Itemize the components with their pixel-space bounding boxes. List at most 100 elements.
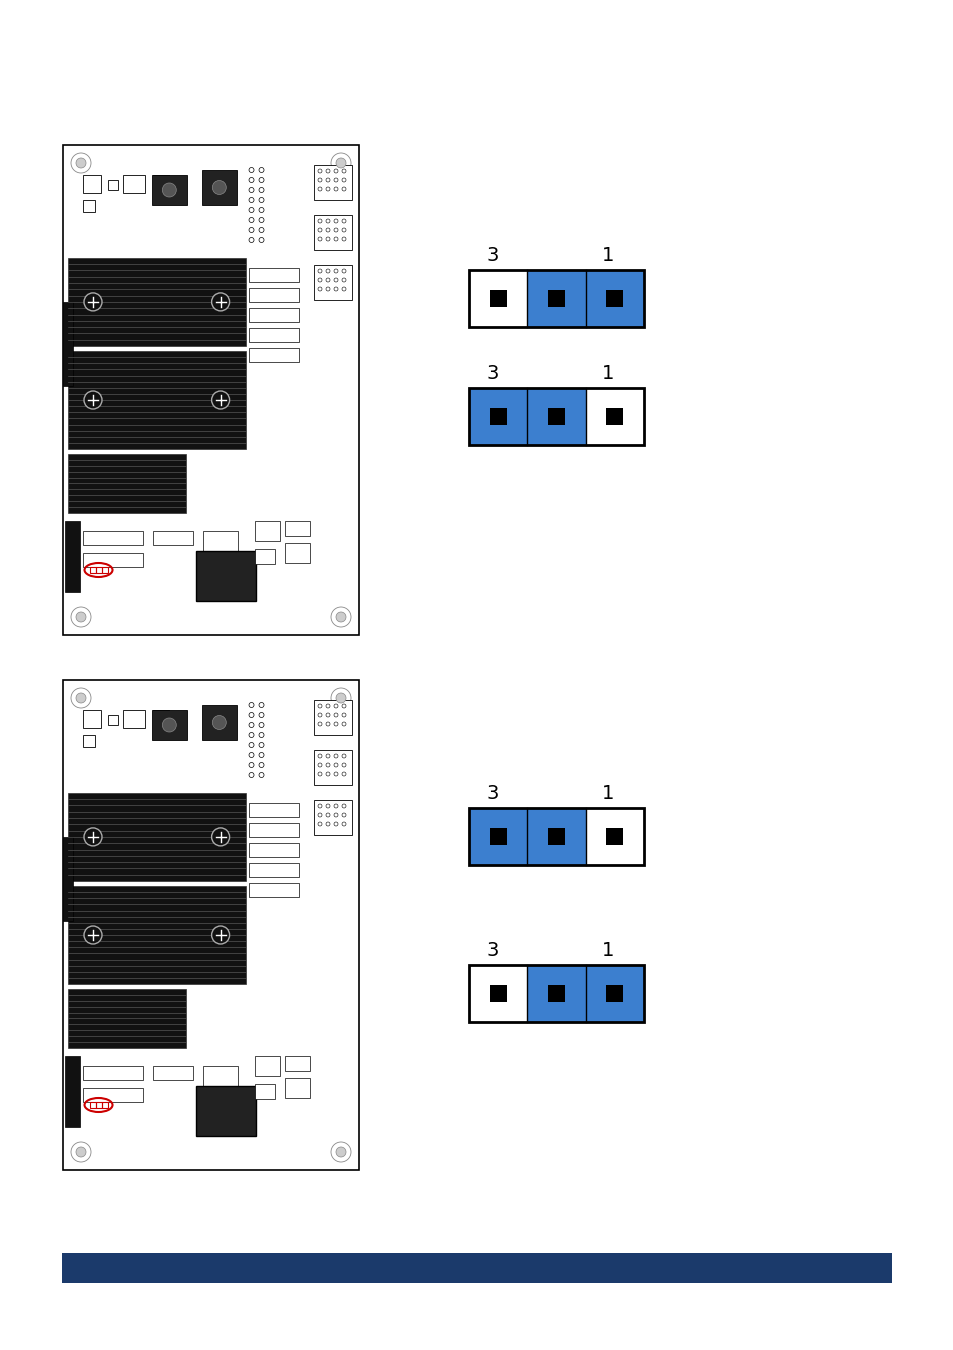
Circle shape (334, 178, 337, 182)
Bar (469, 809, 527, 865)
Bar (108, 716, 118, 725)
Bar (123, 710, 145, 728)
Circle shape (341, 813, 346, 817)
Circle shape (326, 169, 330, 173)
Circle shape (317, 755, 322, 757)
Text: 1: 1 (601, 364, 614, 383)
Circle shape (249, 743, 253, 748)
Bar (585, 270, 643, 327)
Circle shape (84, 392, 102, 409)
Circle shape (341, 288, 346, 292)
Circle shape (317, 228, 322, 232)
Bar (489, 408, 506, 425)
Bar (95, 567, 101, 572)
Circle shape (249, 752, 253, 757)
Circle shape (249, 188, 253, 193)
Bar (250, 863, 299, 876)
Circle shape (249, 702, 253, 707)
Bar (83, 200, 95, 212)
Circle shape (317, 178, 322, 182)
Bar (314, 165, 352, 200)
Circle shape (249, 722, 253, 728)
Circle shape (326, 238, 330, 242)
Bar (68, 258, 245, 346)
Circle shape (76, 158, 86, 167)
Circle shape (334, 822, 337, 826)
Bar (250, 348, 299, 362)
Circle shape (335, 693, 346, 703)
Bar (90, 567, 95, 572)
Circle shape (71, 1142, 91, 1162)
Bar (202, 705, 236, 740)
Circle shape (84, 293, 102, 310)
Circle shape (84, 828, 102, 846)
Bar (68, 792, 245, 882)
Text: 3: 3 (486, 364, 498, 383)
Bar (68, 454, 186, 513)
Bar (606, 290, 622, 306)
Bar (152, 176, 169, 189)
Bar (83, 710, 101, 728)
Text: 1: 1 (601, 246, 614, 265)
Bar (95, 1102, 101, 1108)
Bar (68, 886, 245, 984)
Text: 3: 3 (486, 246, 498, 265)
Circle shape (326, 269, 330, 273)
Bar (606, 828, 622, 845)
Circle shape (317, 822, 322, 826)
Circle shape (162, 718, 176, 732)
Circle shape (317, 703, 322, 707)
Circle shape (341, 763, 346, 767)
Circle shape (259, 197, 264, 202)
Bar (469, 270, 527, 327)
Circle shape (249, 228, 253, 232)
Circle shape (317, 238, 322, 242)
Circle shape (334, 772, 337, 776)
Circle shape (334, 813, 337, 817)
Bar (250, 803, 299, 817)
Bar (83, 734, 95, 747)
Circle shape (341, 722, 346, 726)
Bar (606, 986, 622, 1002)
Circle shape (326, 178, 330, 182)
Bar (489, 290, 506, 306)
Circle shape (317, 713, 322, 717)
Bar (63, 302, 73, 386)
Circle shape (317, 813, 322, 817)
Bar (585, 809, 643, 865)
Circle shape (76, 612, 86, 622)
Circle shape (259, 702, 264, 707)
Circle shape (341, 169, 346, 173)
Circle shape (341, 713, 346, 717)
Bar (314, 701, 352, 734)
Circle shape (76, 693, 86, 703)
Circle shape (326, 703, 330, 707)
Circle shape (334, 219, 337, 223)
Bar (527, 387, 585, 446)
Circle shape (341, 805, 346, 809)
Circle shape (259, 763, 264, 768)
Circle shape (317, 722, 322, 726)
Circle shape (326, 763, 330, 767)
Circle shape (249, 238, 253, 243)
Circle shape (76, 1148, 86, 1157)
Bar (108, 180, 118, 190)
Circle shape (341, 178, 346, 182)
Bar (314, 215, 352, 250)
Bar (527, 965, 585, 1022)
Circle shape (334, 228, 337, 232)
Circle shape (334, 288, 337, 292)
Circle shape (341, 269, 346, 273)
Circle shape (249, 197, 253, 202)
Circle shape (84, 926, 102, 944)
Bar (547, 408, 564, 425)
Circle shape (249, 217, 253, 223)
Circle shape (334, 763, 337, 767)
Circle shape (162, 184, 176, 197)
Circle shape (341, 238, 346, 242)
Circle shape (334, 805, 337, 809)
Bar (527, 270, 585, 327)
Bar (152, 1065, 193, 1080)
Bar (469, 387, 527, 446)
Circle shape (249, 177, 253, 182)
